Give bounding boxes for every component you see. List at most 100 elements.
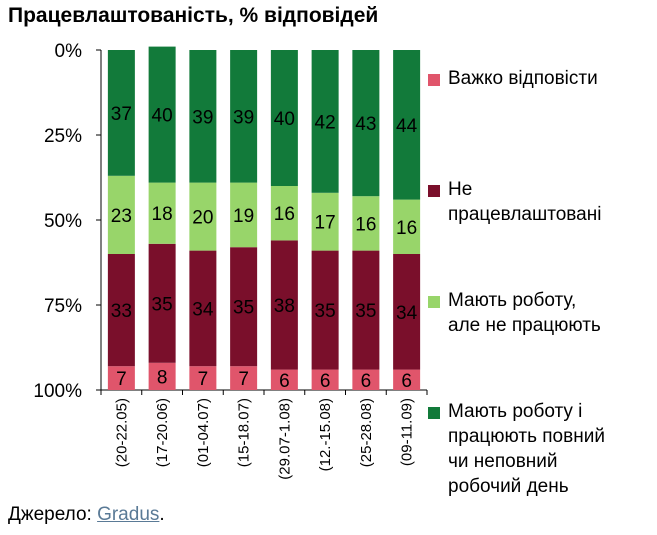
legend-label: Не працевлаштовані (448, 177, 648, 227)
legend-label-line: Мають роботу, (448, 290, 577, 311)
legend-label-line: чи неповний (448, 451, 558, 472)
data-label: 6 (361, 371, 372, 392)
bar-segment (311, 50, 339, 193)
legend-label: Важко відповісти (448, 66, 648, 91)
legend-swatch (428, 185, 440, 197)
data-label: 40 (274, 109, 295, 130)
bar-segment (270, 186, 298, 241)
bar-segment (148, 46, 176, 183)
data-label: 40 (152, 106, 173, 127)
legend-item: Мають роботу і працюють повний чи неповний… (428, 399, 648, 499)
x-tick-label: (15-18.07) (236, 398, 253, 467)
data-label: 35 (233, 298, 254, 319)
bar-segment (270, 50, 298, 186)
bar-segment (230, 182, 258, 248)
data-label: 42 (315, 112, 336, 133)
y-tick-label: 50% (44, 211, 82, 232)
data-label: 17 (315, 213, 336, 234)
bar-segment (189, 182, 217, 251)
data-label: 35 (315, 301, 336, 322)
data-label: 16 (355, 214, 376, 235)
data-label: 7 (238, 369, 249, 390)
bar-segment (311, 192, 339, 251)
legend-label-line: робочий день (448, 476, 569, 497)
chart-title: Працевлаштованість, % відповідей (8, 4, 379, 27)
bar-segment (352, 250, 380, 370)
bar-segment (352, 196, 380, 251)
source-link[interactable]: Gradus (97, 504, 160, 525)
bar-segment (393, 50, 421, 200)
bar-segment (270, 369, 298, 390)
legend-item: Важко відповісти (428, 66, 648, 91)
legend-label-line: працевлаштовані (448, 204, 602, 225)
data-label: 7 (198, 369, 209, 390)
data-label: 44 (396, 116, 418, 137)
y-tick-label: 100% (33, 381, 82, 402)
bar-segment (107, 366, 135, 390)
source-prefix: Джерело: (8, 504, 98, 525)
legend-swatch (428, 407, 440, 419)
chart-legend: Важко відповісти Не працевлаштовані Мають р… (428, 0, 657, 535)
x-tick-label: (17-20.06) (154, 398, 171, 467)
legend-swatch (428, 296, 440, 308)
data-label: 6 (401, 371, 412, 392)
bar-segment (270, 240, 298, 370)
y-tick-label: 75% (44, 296, 82, 317)
y-tick-label: 25% (44, 126, 82, 147)
bar-segment (352, 50, 380, 197)
legend-label: Мають роботу і працюють повний чи неповний… (448, 399, 648, 499)
bar-segment (107, 175, 135, 254)
data-label: 33 (111, 301, 132, 322)
data-label: 34 (192, 299, 214, 320)
bar-segment (393, 199, 421, 254)
bar-segment (148, 243, 176, 363)
data-label: 35 (152, 294, 173, 315)
bar-segment (189, 50, 217, 183)
x-tick-label: (29.07-1.08) (276, 398, 293, 480)
legend-label-line: Важко відповісти (448, 68, 598, 89)
data-label: 43 (355, 114, 376, 135)
data-label: 20 (192, 208, 213, 229)
x-tick-label: (20-22.05) (113, 398, 130, 467)
source-suffix: . (159, 504, 165, 525)
bar-segment (107, 254, 135, 367)
data-label: 7 (116, 369, 127, 390)
data-label: 37 (111, 104, 132, 125)
legend-swatch (428, 74, 440, 86)
data-label: 38 (274, 296, 295, 317)
bar-segment (311, 369, 339, 390)
x-tick-label: (01-04.07) (195, 398, 212, 467)
bar-segment (148, 182, 176, 244)
bar-segment (230, 366, 258, 390)
x-tick-label: (12.-15.08) (317, 398, 334, 471)
data-label: 16 (274, 204, 295, 225)
data-label: 8 (157, 367, 168, 388)
legend-label-line: Не (448, 179, 473, 200)
bar-segment (189, 250, 217, 367)
data-label: 39 (233, 107, 254, 128)
legend-item: Мають роботу, але не працюють (428, 288, 648, 338)
y-tick-label: 0% (55, 41, 83, 62)
data-label: 23 (111, 206, 132, 227)
data-label: 18 (152, 204, 173, 225)
bar-segment (148, 362, 176, 390)
stacked-bar-chart: 0% 25% 50% 75% 100% 7 33 23 37 (20-22.05) 8 35 18 40 (… (33, 41, 428, 480)
bar-segment (230, 247, 258, 367)
bar-segment (352, 369, 380, 390)
bar-segment (189, 366, 217, 390)
bar-segment (311, 250, 339, 370)
bar-segment (393, 254, 421, 370)
source-note: Джерело: Gradus. (8, 504, 165, 526)
legend-label-line: Мають роботу і (448, 401, 583, 422)
legend-label-line: працюють повний (448, 426, 605, 447)
data-label: 6 (279, 371, 290, 392)
data-label: 19 (233, 206, 254, 227)
data-label: 34 (396, 303, 418, 324)
bar-segment (230, 50, 258, 183)
data-label: 35 (355, 301, 376, 322)
bar-segment (393, 369, 421, 390)
legend-label: Мають роботу, але не працюють (448, 288, 648, 338)
x-tick-label: (09-11.09) (399, 398, 416, 466)
legend-label-line: але не працюють (448, 315, 601, 336)
data-label: 39 (192, 107, 213, 128)
